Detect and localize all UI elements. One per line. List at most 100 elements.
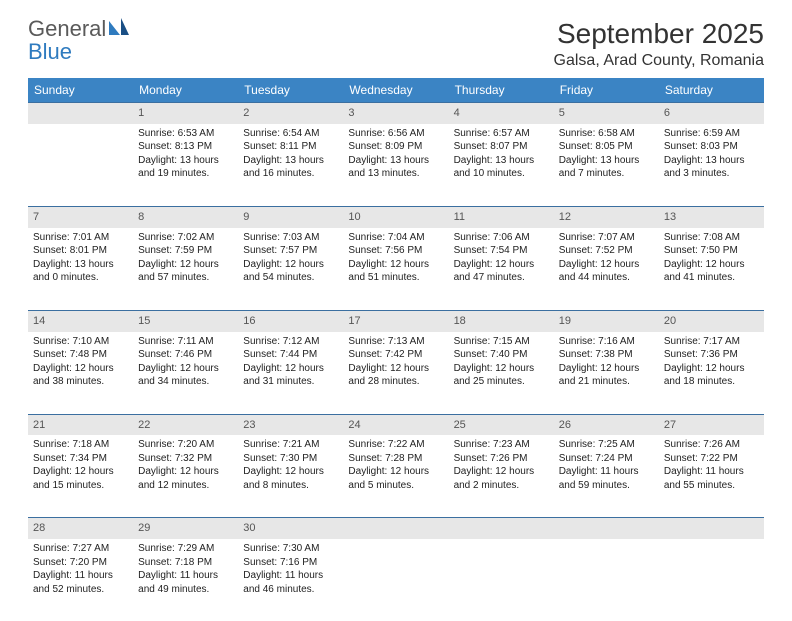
daylight-text2: and 44 minutes. [559, 271, 654, 285]
daylight-text2: and 52 minutes. [33, 583, 128, 597]
day-cell [343, 539, 448, 621]
sunrise-text: Sunrise: 7:27 AM [33, 542, 128, 556]
day-number: 25 [449, 415, 554, 436]
daylight-text2: and 28 minutes. [348, 375, 443, 389]
dow-cell: Sunday [28, 78, 133, 102]
location-text: Galsa, Arad County, Romania [554, 52, 764, 70]
day-number: 17 [343, 311, 448, 332]
day-cell: Sunrise: 7:17 AMSunset: 7:36 PMDaylight:… [659, 332, 764, 414]
day-cell: Sunrise: 7:07 AMSunset: 7:52 PMDaylight:… [554, 228, 659, 310]
day-number: 9 [238, 207, 343, 228]
day-cell: Sunrise: 7:15 AMSunset: 7:40 PMDaylight:… [449, 332, 554, 414]
sunset-text: Sunset: 7:34 PM [33, 452, 128, 466]
daynum-row: 282930 [28, 517, 764, 539]
day-cell [659, 539, 764, 621]
sunrise-text: Sunrise: 7:23 AM [454, 438, 549, 452]
day-cell: Sunrise: 7:21 AMSunset: 7:30 PMDaylight:… [238, 435, 343, 517]
day-cell: Sunrise: 7:03 AMSunset: 7:57 PMDaylight:… [238, 228, 343, 310]
daylight-text2: and 51 minutes. [348, 271, 443, 285]
day-number: 10 [343, 207, 448, 228]
dow-cell: Friday [554, 78, 659, 102]
sunset-text: Sunset: 7:44 PM [243, 348, 338, 362]
dow-cell: Saturday [659, 78, 764, 102]
sunset-text: Sunset: 7:30 PM [243, 452, 338, 466]
day-cell: Sunrise: 7:01 AMSunset: 8:01 PMDaylight:… [28, 228, 133, 310]
day-number: 20 [659, 311, 764, 332]
sunrise-text: Sunrise: 7:06 AM [454, 231, 549, 245]
day-number: 3 [343, 103, 448, 124]
sunrise-text: Sunrise: 7:29 AM [138, 542, 233, 556]
sunset-text: Sunset: 7:20 PM [33, 556, 128, 570]
daynum-row: 78910111213 [28, 206, 764, 228]
day-cell: Sunrise: 7:18 AMSunset: 7:34 PMDaylight:… [28, 435, 133, 517]
daynum-row: 14151617181920 [28, 310, 764, 332]
day-number [659, 518, 764, 539]
sunrise-text: Sunrise: 7:25 AM [559, 438, 654, 452]
day-cell: Sunrise: 7:23 AMSunset: 7:26 PMDaylight:… [449, 435, 554, 517]
daylight-text: Daylight: 12 hours [138, 465, 233, 479]
day-number: 14 [28, 311, 133, 332]
sunset-text: Sunset: 7:22 PM [664, 452, 759, 466]
sunset-text: Sunset: 7:24 PM [559, 452, 654, 466]
daynum-row: 21222324252627 [28, 414, 764, 436]
day-number: 2 [238, 103, 343, 124]
sunrise-text: Sunrise: 7:08 AM [664, 231, 759, 245]
daylight-text: Daylight: 12 hours [138, 258, 233, 272]
daylight-text2: and 38 minutes. [33, 375, 128, 389]
day-number: 13 [659, 207, 764, 228]
dow-cell: Thursday [449, 78, 554, 102]
daylight-text2: and 55 minutes. [664, 479, 759, 493]
calendar: SundayMondayTuesdayWednesdayThursdayFrid… [28, 78, 764, 621]
day-number: 30 [238, 518, 343, 539]
daylight-text: Daylight: 12 hours [33, 465, 128, 479]
daylight-text2: and 13 minutes. [348, 167, 443, 181]
day-cell: Sunrise: 7:13 AMSunset: 7:42 PMDaylight:… [343, 332, 448, 414]
daylight-text2: and 59 minutes. [559, 479, 654, 493]
sunrise-text: Sunrise: 6:56 AM [348, 127, 443, 141]
day-cell: Sunrise: 7:10 AMSunset: 7:48 PMDaylight:… [28, 332, 133, 414]
day-cell: Sunrise: 7:27 AMSunset: 7:20 PMDaylight:… [28, 539, 133, 621]
daylight-text2: and 7 minutes. [559, 167, 654, 181]
day-number: 24 [343, 415, 448, 436]
daylight-text2: and 41 minutes. [664, 271, 759, 285]
daylight-text: Daylight: 13 hours [559, 154, 654, 168]
sunrise-text: Sunrise: 7:17 AM [664, 335, 759, 349]
daylight-text2: and 46 minutes. [243, 583, 338, 597]
day-number: 15 [133, 311, 238, 332]
daylight-text: Daylight: 12 hours [243, 362, 338, 376]
sunrise-text: Sunrise: 7:16 AM [559, 335, 654, 349]
daylight-text2: and 31 minutes. [243, 375, 338, 389]
sunrise-text: Sunrise: 6:53 AM [138, 127, 233, 141]
sunset-text: Sunset: 7:59 PM [138, 244, 233, 258]
day-cell: Sunrise: 7:20 AMSunset: 7:32 PMDaylight:… [133, 435, 238, 517]
daylight-text2: and 8 minutes. [243, 479, 338, 493]
sunset-text: Sunset: 7:52 PM [559, 244, 654, 258]
sunrise-text: Sunrise: 6:59 AM [664, 127, 759, 141]
day-cell: Sunrise: 6:54 AMSunset: 8:11 PMDaylight:… [238, 124, 343, 206]
day-cell: Sunrise: 6:53 AMSunset: 8:13 PMDaylight:… [133, 124, 238, 206]
daynum-row: 123456 [28, 102, 764, 124]
day-cell: Sunrise: 7:30 AMSunset: 7:16 PMDaylight:… [238, 539, 343, 621]
day-number: 7 [28, 207, 133, 228]
daylight-text2: and 49 minutes. [138, 583, 233, 597]
daylight-text2: and 16 minutes. [243, 167, 338, 181]
sunrise-text: Sunrise: 6:58 AM [559, 127, 654, 141]
day-number: 8 [133, 207, 238, 228]
sunset-text: Sunset: 8:07 PM [454, 140, 549, 154]
week-row: Sunrise: 7:10 AMSunset: 7:48 PMDaylight:… [28, 332, 764, 414]
sunrise-text: Sunrise: 6:57 AM [454, 127, 549, 141]
daylight-text: Daylight: 13 hours [243, 154, 338, 168]
day-number: 23 [238, 415, 343, 436]
daylight-text2: and 21 minutes. [559, 375, 654, 389]
daylight-text2: and 57 minutes. [138, 271, 233, 285]
daylight-text: Daylight: 12 hours [454, 258, 549, 272]
logo: General Blue [28, 18, 130, 63]
sunset-text: Sunset: 8:09 PM [348, 140, 443, 154]
dow-cell: Monday [133, 78, 238, 102]
daylight-text: Daylight: 13 hours [454, 154, 549, 168]
day-cell [28, 124, 133, 206]
title-block: September 2025 Galsa, Arad County, Roman… [554, 18, 764, 70]
daylight-text: Daylight: 12 hours [664, 362, 759, 376]
sunrise-text: Sunrise: 7:02 AM [138, 231, 233, 245]
week-row: Sunrise: 7:18 AMSunset: 7:34 PMDaylight:… [28, 435, 764, 517]
